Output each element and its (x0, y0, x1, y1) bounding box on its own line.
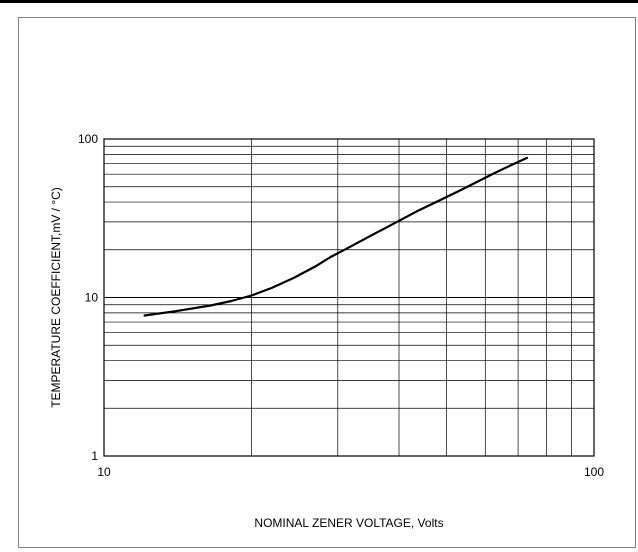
x-tick-label: 100 (584, 465, 604, 479)
grid-layer (104, 139, 594, 456)
x-tick-label: 10 (97, 465, 111, 479)
tick-label-layer: 10 100 1 10 100 (78, 132, 604, 479)
series-line (143, 156, 529, 317)
y-tick-label: 100 (78, 132, 98, 146)
top-rule (0, 0, 638, 3)
plot-border (103, 138, 595, 457)
y-axis-label: TEMPERATURE COEFFICIENT,mV / °C) (49, 187, 63, 408)
chart-frame: 10 100 1 10 100 NOMINAL ZENER VOLTAGE, Volts… (18, 17, 636, 548)
chart-svg: 10 100 1 10 100 NOMINAL ZENER VOLTAGE, Volts… (49, 132, 604, 530)
y-tick-label: 1 (91, 449, 98, 463)
x-axis-label: NOMINAL ZENER VOLTAGE, Volts (254, 516, 443, 530)
y-tick-label: 10 (85, 291, 99, 305)
series-layer (143, 156, 529, 317)
